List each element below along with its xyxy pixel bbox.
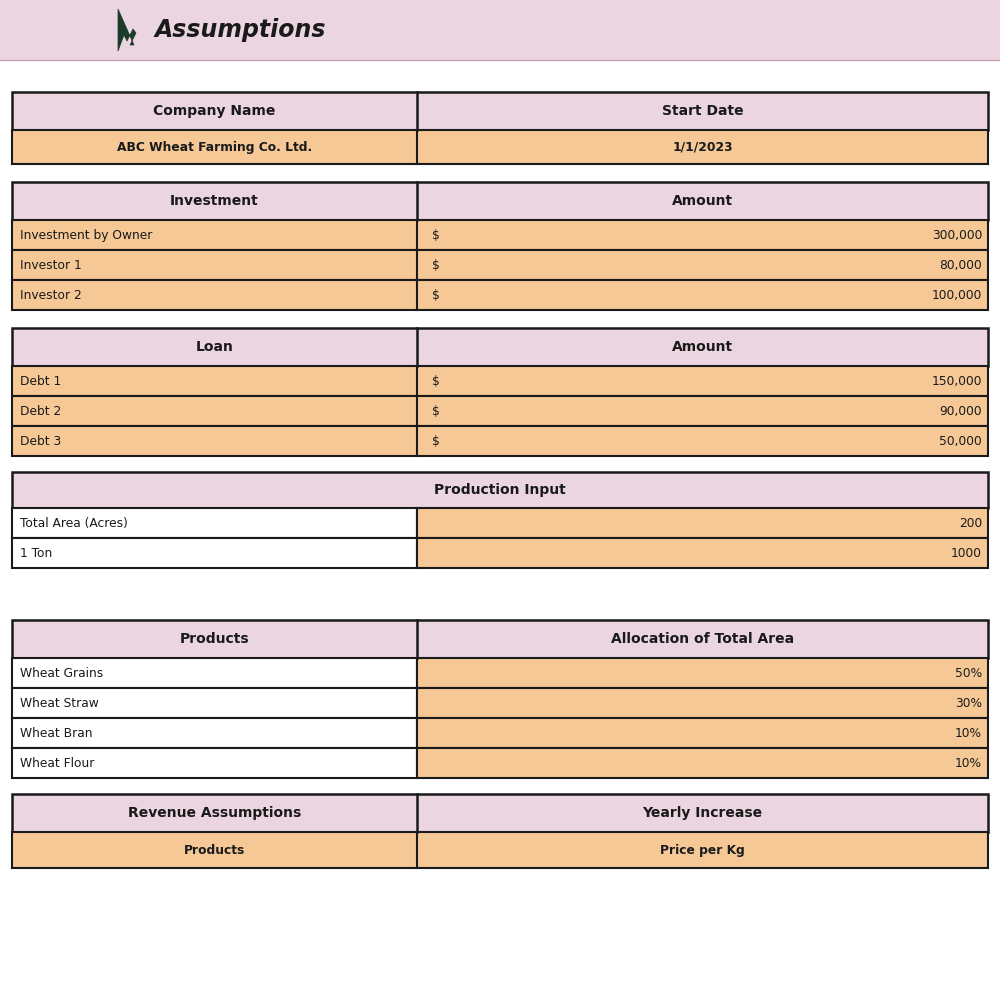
Text: 50%: 50% bbox=[955, 667, 982, 680]
Text: Assumptions: Assumptions bbox=[155, 18, 326, 42]
Text: 100,000: 100,000 bbox=[932, 289, 982, 302]
Bar bbox=[12, 718, 417, 748]
Text: Investment: Investment bbox=[170, 194, 259, 208]
Text: Production Input: Production Input bbox=[434, 483, 566, 497]
Bar bbox=[12, 658, 417, 688]
Bar bbox=[12, 130, 988, 164]
Text: Price per Kg: Price per Kg bbox=[660, 844, 745, 857]
Text: Debt 3: Debt 3 bbox=[20, 435, 61, 448]
Text: Wheat Bran: Wheat Bran bbox=[20, 727, 92, 740]
Text: $: $ bbox=[432, 229, 440, 242]
Polygon shape bbox=[118, 9, 136, 51]
Text: Wheat Grains: Wheat Grains bbox=[20, 667, 103, 680]
Text: 10%: 10% bbox=[955, 757, 982, 770]
Bar bbox=[12, 366, 988, 396]
Text: 50,000: 50,000 bbox=[939, 435, 982, 448]
Text: Company Name: Company Name bbox=[153, 104, 276, 118]
Text: $: $ bbox=[432, 375, 440, 388]
Text: 300,000: 300,000 bbox=[932, 229, 982, 242]
Text: Products: Products bbox=[184, 844, 245, 857]
Text: Debt 1: Debt 1 bbox=[20, 375, 61, 388]
Bar bbox=[417, 718, 988, 748]
Text: Wheat Flour: Wheat Flour bbox=[20, 757, 94, 770]
Text: Start Date: Start Date bbox=[662, 104, 743, 118]
Bar bbox=[12, 92, 988, 130]
Text: 80,000: 80,000 bbox=[939, 259, 982, 272]
Bar bbox=[12, 426, 988, 456]
Text: $: $ bbox=[432, 405, 440, 418]
Bar bbox=[12, 538, 417, 568]
Text: Investment by Owner: Investment by Owner bbox=[20, 229, 152, 242]
Text: 200: 200 bbox=[959, 517, 982, 530]
Text: 90,000: 90,000 bbox=[939, 405, 982, 418]
Text: Investor 1: Investor 1 bbox=[20, 259, 82, 272]
Text: Products: Products bbox=[180, 632, 249, 646]
Text: 150,000: 150,000 bbox=[932, 375, 982, 388]
Text: $: $ bbox=[432, 259, 440, 272]
Bar bbox=[12, 250, 988, 280]
Text: Debt 2: Debt 2 bbox=[20, 405, 61, 418]
Bar bbox=[12, 508, 417, 538]
Text: $: $ bbox=[432, 289, 440, 302]
Bar bbox=[417, 538, 988, 568]
Text: Revenue Assumptions: Revenue Assumptions bbox=[128, 806, 301, 820]
Text: ABC Wheat Farming Co. Ltd.: ABC Wheat Farming Co. Ltd. bbox=[117, 140, 312, 153]
Bar bbox=[417, 688, 988, 718]
Text: Total Area (Acres): Total Area (Acres) bbox=[20, 517, 128, 530]
Text: Wheat Straw: Wheat Straw bbox=[20, 697, 99, 710]
Bar bbox=[12, 280, 988, 310]
Bar bbox=[12, 688, 417, 718]
Text: Amount: Amount bbox=[672, 194, 733, 208]
Bar bbox=[12, 220, 988, 250]
Text: 1/1/2023: 1/1/2023 bbox=[672, 140, 733, 153]
Text: 10%: 10% bbox=[955, 727, 982, 740]
Bar bbox=[417, 508, 988, 538]
Bar bbox=[417, 658, 988, 688]
Bar bbox=[12, 328, 988, 366]
Text: 1000: 1000 bbox=[951, 547, 982, 560]
Text: $: $ bbox=[432, 435, 440, 448]
Text: Amount: Amount bbox=[672, 340, 733, 354]
Bar bbox=[12, 396, 988, 426]
Bar bbox=[12, 748, 417, 778]
Bar bbox=[0, 0, 1000, 60]
Bar bbox=[12, 832, 988, 868]
Bar bbox=[417, 748, 988, 778]
Text: 30%: 30% bbox=[955, 697, 982, 710]
Bar bbox=[12, 472, 988, 508]
Text: 1 Ton: 1 Ton bbox=[20, 547, 52, 560]
Text: Yearly Increase: Yearly Increase bbox=[642, 806, 763, 820]
Text: Loan: Loan bbox=[196, 340, 233, 354]
Bar bbox=[12, 182, 988, 220]
Bar bbox=[12, 794, 988, 832]
Text: Investor 2: Investor 2 bbox=[20, 289, 82, 302]
Text: Allocation of Total Area: Allocation of Total Area bbox=[611, 632, 794, 646]
Bar bbox=[12, 620, 988, 658]
